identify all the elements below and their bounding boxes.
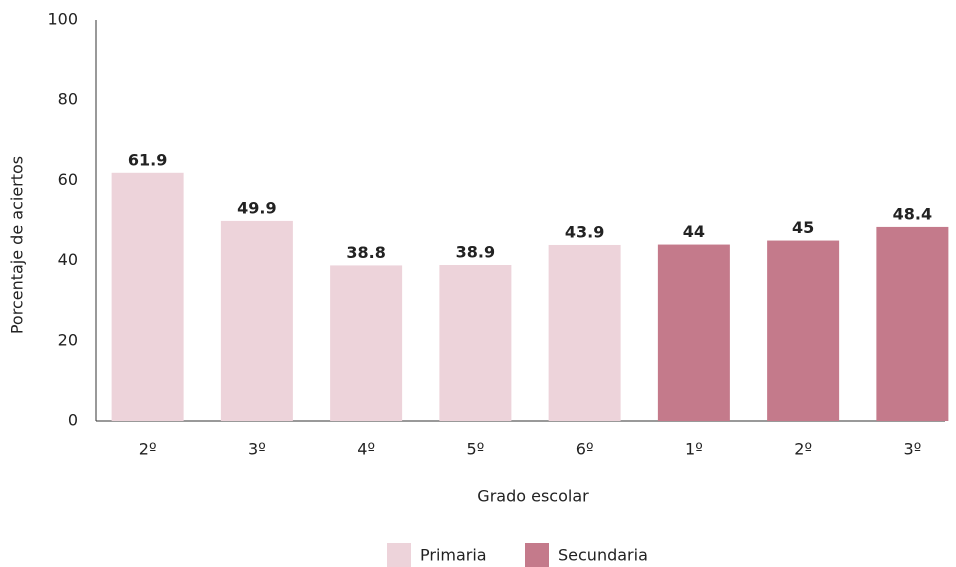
value-label: 38.9 — [456, 243, 495, 262]
y-tick-label: 40 — [58, 250, 78, 269]
legend-label: Secundaria — [558, 546, 648, 565]
y-tick-label: 80 — [58, 90, 78, 109]
x-tick-label: 2º — [139, 440, 157, 459]
y-tick-label: 20 — [58, 330, 78, 349]
x-tick-label: 3º — [904, 440, 922, 459]
x-tick-label: 1º — [685, 440, 703, 459]
y-tick-label: 60 — [58, 170, 78, 189]
value-label: 44 — [683, 222, 705, 241]
value-label: 61.9 — [128, 150, 167, 169]
bar — [767, 240, 840, 421]
bar — [548, 244, 621, 421]
value-label: 43.9 — [565, 222, 604, 241]
y-tick-label: 100 — [47, 10, 78, 29]
legend-swatch — [387, 543, 411, 567]
bar — [439, 265, 512, 421]
x-tick-label: 2º — [794, 440, 812, 459]
legend-label: Primaria — [420, 546, 487, 565]
y-axis-label: Porcentaje de aciertos — [8, 156, 27, 334]
bar — [657, 244, 730, 421]
y-tick-label: 0 — [68, 411, 78, 430]
value-label: 48.4 — [893, 204, 932, 223]
value-label: 49.9 — [237, 198, 276, 217]
x-tick-label: 5º — [467, 440, 485, 459]
legend-swatch — [525, 543, 549, 567]
x-tick-label: 4º — [357, 440, 375, 459]
bar — [220, 220, 293, 421]
bar — [111, 172, 184, 421]
x-axis-label: Grado escolar — [477, 487, 589, 506]
x-tick-label: 3º — [248, 440, 266, 459]
value-label: 38.8 — [346, 243, 385, 262]
bar — [330, 265, 403, 421]
bar — [876, 226, 949, 421]
value-label: 45 — [792, 218, 814, 237]
x-tick-label: 6º — [576, 440, 594, 459]
